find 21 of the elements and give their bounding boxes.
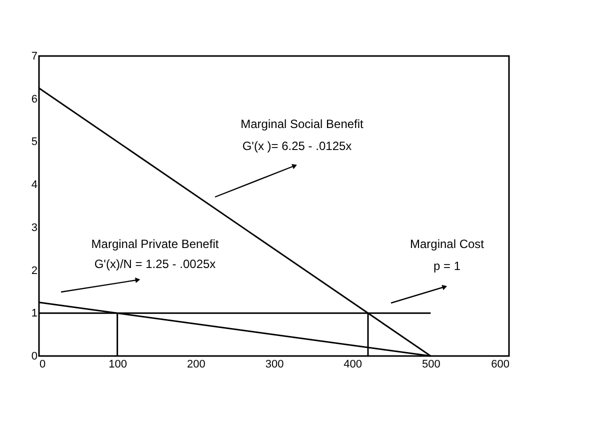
y-tick-label: 1 bbox=[31, 308, 38, 320]
x-tick-label: 100 bbox=[108, 358, 128, 370]
x-tick-label: 300 bbox=[265, 358, 284, 370]
x-tick-label: 200 bbox=[186, 358, 206, 370]
annotation: Marginal Cost bbox=[410, 237, 485, 251]
annotation: Marginal Social Benefit bbox=[240, 117, 364, 131]
annotation: G'(x )= 6.25 - .0125x bbox=[242, 139, 352, 153]
y-tick-label: 0 bbox=[31, 350, 38, 362]
x-tick-label: 500 bbox=[422, 358, 440, 370]
y-tick-label: 4 bbox=[31, 179, 38, 192]
y-tick-label: 2 bbox=[31, 264, 38, 277]
y-tick-label: 6 bbox=[31, 93, 38, 106]
y-tick-label: 7 bbox=[31, 50, 38, 62]
annotation: Marginal Private Benefit bbox=[91, 237, 220, 251]
annotation: p = 1 bbox=[433, 259, 461, 273]
annotation: G'(x)/N = 1.25 - .0025x bbox=[94, 257, 216, 271]
y-tick-label: 3 bbox=[31, 222, 38, 234]
y-tick-label: 5 bbox=[31, 136, 38, 148]
x-tick-label: 600 bbox=[491, 358, 510, 370]
x-tick-label: 0 bbox=[40, 358, 46, 370]
x-tick-label: 400 bbox=[344, 358, 362, 370]
